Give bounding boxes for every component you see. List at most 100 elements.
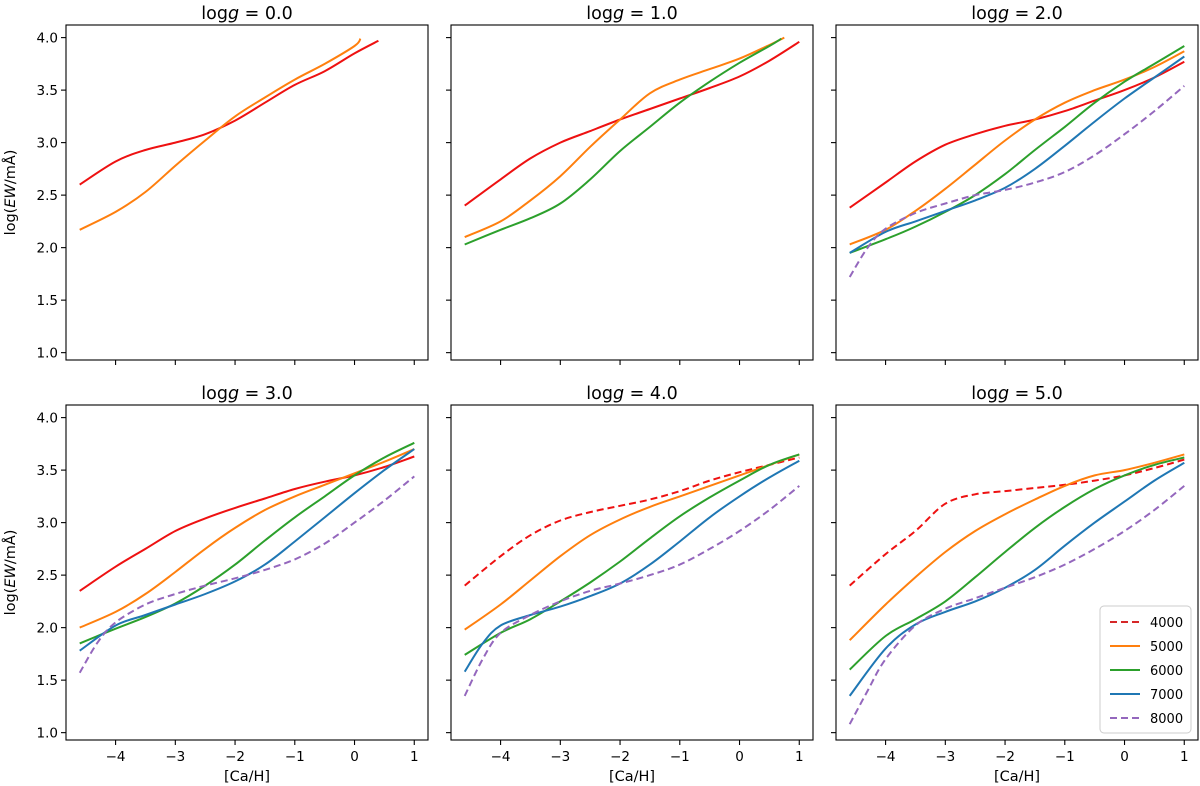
series-line-8000 — [463, 485, 800, 697]
plot-frame — [450, 404, 814, 741]
y-tick-label: 4.0 — [37, 31, 58, 47]
series-group — [463, 453, 800, 697]
series-line-8000 — [848, 85, 1185, 278]
title-log: log — [201, 384, 228, 404]
y-tick-label: 2.5 — [37, 188, 58, 204]
series-line-5000 — [849, 50, 1185, 246]
x-axis-label: [Ca/H] — [609, 769, 655, 785]
x-tick-label: 0 — [735, 749, 744, 765]
subplot-2: logg = 1.0 — [446, 4, 814, 365]
panel-title: logg = 2.0 — [971, 4, 1062, 24]
y-tick-label: 3.0 — [37, 516, 58, 532]
y-tick-label: 3.5 — [37, 83, 58, 99]
y-tick-label: 2.5 — [37, 568, 58, 584]
title-log: log — [586, 4, 613, 24]
x-tick-label: 1 — [795, 749, 804, 765]
x-tick-label: 0 — [1120, 749, 1129, 765]
x-tick-label: 1 — [1180, 749, 1189, 765]
title-value: = 0.0 — [239, 4, 293, 24]
plot-frame — [65, 404, 429, 741]
plot-frame — [835, 404, 1199, 741]
ylabel-log: log( — [3, 208, 19, 236]
subplot-1: logg = 0.0 1.0 1.5 2.0 2.5 3.0 3.5 4.0 log(EW/mÅ… — [2, 4, 429, 365]
panel-title: logg = 3.0 — [201, 384, 292, 404]
legend-box — [1099, 605, 1192, 734]
x-tick-label: −4 — [491, 749, 511, 765]
subplot-3: logg = 2.0 — [831, 4, 1199, 365]
x-tick-label: −1 — [1055, 749, 1075, 765]
title-value: = 1.0 — [624, 4, 678, 24]
series-line-6000 — [464, 37, 782, 246]
series-line-4000 — [464, 456, 800, 587]
series-line-8000 — [78, 475, 415, 674]
title-g: g — [228, 384, 239, 404]
series-line-7000 — [849, 55, 1185, 254]
y-tick-label: 2.0 — [37, 621, 58, 637]
title-g: g — [613, 4, 624, 24]
subplot-4: logg = 3.0 −4 −3 −2 −1 0 1 1.0 1.5 2.0 2.5 3.0 3.5 4.… — [2, 384, 429, 785]
title-g: g — [613, 384, 624, 404]
x-tick-label: −2 — [225, 749, 245, 765]
series-line-5000 — [464, 36, 785, 239]
title-log: log — [971, 384, 998, 404]
ylabel-ew: EW — [3, 184, 19, 208]
title-g: g — [228, 4, 239, 24]
y-tick-label: 2.0 — [37, 241, 58, 257]
panel-title: logg = 1.0 — [586, 4, 677, 24]
panel-title: logg = 5.0 — [971, 384, 1062, 404]
x-tick-label: −3 — [935, 749, 955, 765]
title-log: log — [971, 4, 998, 24]
series-line-4000 — [849, 60, 1185, 209]
series-line-6000 — [849, 456, 1185, 671]
y-tick-label: 1.5 — [37, 293, 58, 309]
x-tick-label: −2 — [995, 749, 1015, 765]
legend-label-6000: 6000 — [1150, 664, 1183, 679]
legend: 4000 5000 6000 7000 8000 — [1099, 605, 1192, 734]
y-tick-label: 3.5 — [37, 463, 58, 479]
plot-frame — [835, 24, 1199, 361]
series-line-5000 — [464, 453, 800, 631]
x-tick-label: 1 — [410, 749, 419, 765]
ylabel-log: log( — [3, 588, 19, 616]
series-group — [78, 441, 415, 674]
y-axis-label: log(EW/mÅ) — [2, 150, 19, 236]
title-log: log — [201, 4, 228, 24]
title-value: = 5.0 — [1009, 384, 1063, 404]
y-tick-label: 1.0 — [37, 726, 58, 742]
legend-label-7000: 7000 — [1150, 688, 1183, 703]
series-line-4000 — [849, 458, 1185, 587]
x-tick-label: −2 — [610, 749, 630, 765]
x-tick-label: −1 — [670, 749, 690, 765]
series-line-5000 — [848, 453, 1185, 641]
series-line-5000 — [79, 448, 415, 629]
series-group — [848, 453, 1185, 725]
series-line-6000 — [849, 45, 1185, 254]
y-tick-label: 1.5 — [37, 673, 58, 689]
y-axis-label: log(EW/mÅ) — [2, 530, 19, 616]
ylabel-unit: /mÅ) — [2, 530, 19, 565]
title-value: = 3.0 — [239, 384, 293, 404]
title-value: = 4.0 — [624, 384, 678, 404]
series-line-7000 — [848, 461, 1185, 697]
series-line-6000 — [79, 441, 415, 645]
series-line-5000 — [79, 38, 362, 231]
x-tick-label: −4 — [876, 749, 896, 765]
panel-title: logg = 4.0 — [586, 384, 677, 404]
series-group — [79, 38, 379, 231]
x-tick-label: −4 — [106, 749, 126, 765]
ylabel-unit: /mÅ) — [2, 150, 19, 185]
title-g: g — [998, 4, 1009, 24]
legend-label-4000: 4000 — [1150, 616, 1183, 631]
panel-title: logg = 0.0 — [201, 4, 292, 24]
subplot-5: logg = 4.0 −4 −3 −2 −1 0 1 [Ca/H] — [446, 384, 814, 785]
legend-label-5000: 5000 — [1150, 640, 1183, 655]
title-g: g — [998, 384, 1009, 404]
x-tick-label: 0 — [350, 749, 359, 765]
x-tick-label: −1 — [285, 749, 305, 765]
series-line-4000 — [79, 455, 415, 592]
legend-label-8000: 8000 — [1150, 712, 1183, 727]
title-log: log — [586, 384, 613, 404]
x-axis-label: [Ca/H] — [224, 769, 270, 785]
x-tick-label: −3 — [550, 749, 570, 765]
